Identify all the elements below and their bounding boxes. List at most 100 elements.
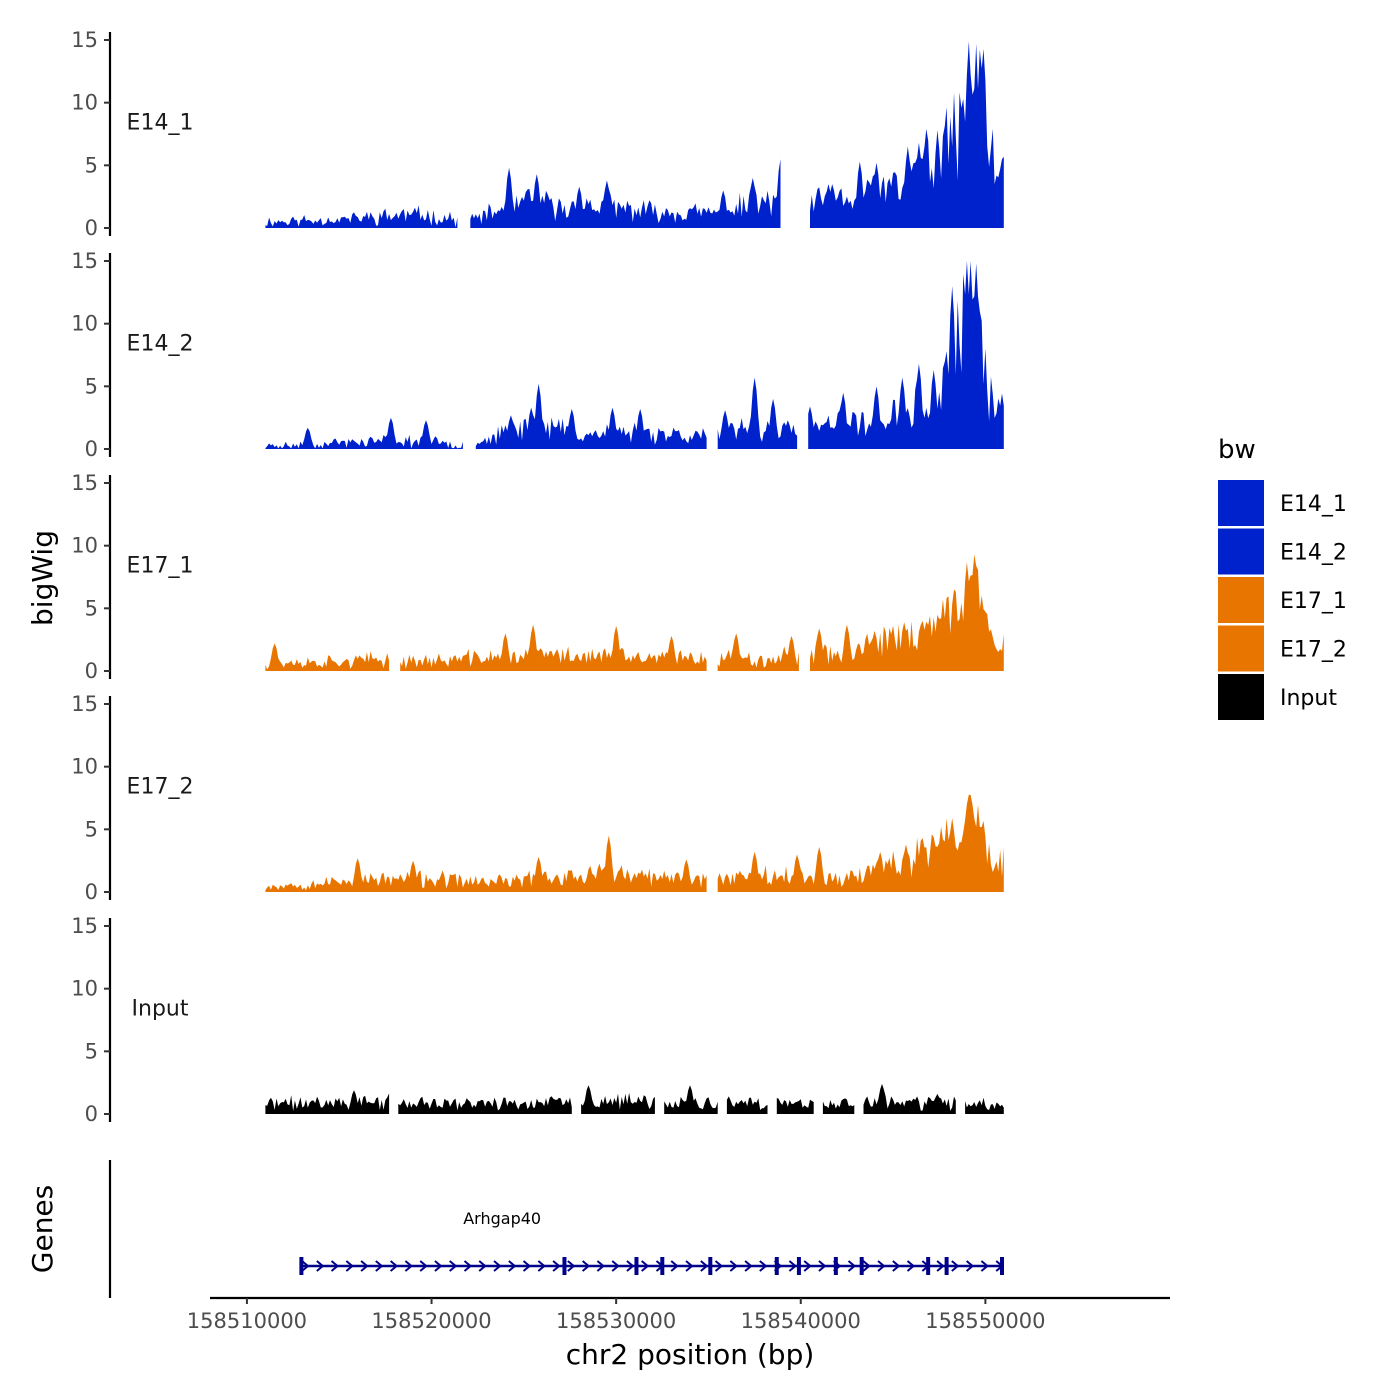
strand-arrow	[906, 1260, 916, 1272]
strand-arrow	[537, 1260, 546, 1272]
strand-arrow	[449, 1260, 458, 1272]
x-tick-label: 158530000	[556, 1309, 676, 1333]
legend-swatch	[1218, 528, 1264, 575]
track-label: Input	[132, 996, 189, 1021]
strand-arrow	[508, 1260, 517, 1272]
strand-arrow	[404, 1260, 413, 1272]
x-axis: chr2 position (bp) 158510000 158520000 158…	[187, 1296, 1170, 1371]
y-tick-label: 5	[85, 153, 98, 177]
strand-arrow	[803, 1260, 812, 1272]
y-tick-label: 15	[71, 249, 98, 273]
track-label: E17_2	[127, 774, 194, 799]
y-tick-label: 10	[71, 755, 98, 779]
track-e14-1: 0 5 10 15 E14_1	[71, 28, 1004, 240]
strand-arrow	[316, 1260, 325, 1272]
strand-arrow	[965, 1260, 975, 1272]
y-tick-label: 15	[71, 914, 98, 938]
strand-arrow	[877, 1260, 886, 1272]
strand-arrow	[552, 1260, 561, 1272]
gene-name-label: Arhgap40	[463, 1209, 541, 1228]
y-tick-label: 15	[71, 28, 98, 52]
track-e17-2: 0 5 10 15 E17_2	[71, 692, 1004, 904]
strand-arrow	[892, 1260, 901, 1272]
coverage-area	[265, 554, 1004, 671]
coverage-area	[265, 794, 1004, 892]
strand-arrow	[951, 1260, 960, 1272]
legend: bw E14_1 E14_2 E17_1 E17_2 Input	[1218, 435, 1347, 720]
exon	[562, 1257, 567, 1275]
coverage-area	[265, 41, 1004, 228]
y-tick-label: 0	[85, 437, 98, 461]
strand-arrow	[345, 1260, 354, 1272]
legend-label: E17_2	[1280, 638, 1347, 663]
legend-label: E14_2	[1280, 541, 1347, 566]
y-tick-label: 0	[85, 659, 98, 683]
strand-arrow	[434, 1260, 443, 1272]
y-tick-label: 5	[85, 374, 98, 398]
strand-arrow	[478, 1260, 487, 1272]
strand-arrow	[360, 1260, 369, 1272]
exon	[833, 1257, 838, 1275]
y-tick-label: 15	[71, 471, 98, 495]
strand-arrow	[641, 1260, 650, 1272]
y-tick-label: 5	[85, 817, 98, 841]
coverage-tracks: 0 5 10 15 E14_1 0 5 10 15 E14_2 0 5 10 15 E17_1 0 5 10 15 E…	[71, 28, 1004, 1126]
exon	[944, 1257, 949, 1275]
y-tick-label: 0	[85, 216, 98, 240]
strand-arrow	[611, 1260, 620, 1272]
track-label: E14_1	[127, 110, 194, 135]
exon	[926, 1257, 931, 1275]
legend-label: E14_1	[1280, 492, 1347, 517]
strand-arrow	[729, 1260, 738, 1272]
y-tick-label: 10	[71, 312, 98, 336]
y-tick-label: 5	[85, 1039, 98, 1063]
legend-label: E17_1	[1280, 589, 1347, 614]
strand-arrow	[463, 1260, 473, 1272]
strand-arrow	[567, 1260, 576, 1272]
track-input: 0 5 10 15 Input	[71, 914, 1004, 1126]
legend-swatch	[1218, 625, 1264, 672]
x-axis-title: chr2 position (bp)	[566, 1338, 815, 1371]
legend-swatch	[1218, 577, 1264, 623]
strand-arrow	[301, 1260, 310, 1272]
track-e17-1: 0 5 10 15 E17_1	[71, 471, 1004, 683]
legend-swatch	[1218, 674, 1264, 720]
x-tick-label: 158540000	[741, 1309, 861, 1333]
legend-swatch	[1218, 480, 1264, 526]
x-tick-label: 158550000	[925, 1309, 1045, 1333]
genes-panel-label: Genes	[26, 1185, 59, 1273]
exon	[796, 1257, 801, 1275]
strand-arrow	[847, 1260, 857, 1272]
track-label: E17_1	[127, 553, 194, 578]
legend-title: bw	[1218, 435, 1256, 465]
strand-arrow	[581, 1260, 591, 1272]
strand-arrow	[389, 1260, 399, 1272]
y-tick-label: 10	[71, 534, 98, 558]
strand-arrow	[375, 1260, 384, 1272]
x-tick-label: 158510000	[187, 1309, 307, 1333]
strand-arrow	[330, 1260, 340, 1272]
strand-arrow	[419, 1260, 428, 1272]
strand-arrow	[670, 1260, 679, 1272]
y-tick-label: 0	[85, 1102, 98, 1126]
strand-arrow	[936, 1260, 945, 1272]
strand-arrow	[493, 1260, 502, 1272]
exon	[859, 1257, 864, 1275]
strand-arrow	[522, 1260, 532, 1272]
track-label: E14_2	[127, 331, 194, 356]
exon	[708, 1257, 713, 1275]
exon	[634, 1257, 639, 1275]
strand-arrow	[862, 1260, 871, 1272]
strand-arrow	[685, 1260, 694, 1272]
strand-arrow	[980, 1260, 989, 1272]
y-tick-label: 0	[85, 880, 98, 904]
y-tick-label: 10	[71, 91, 98, 115]
coverage-area	[265, 261, 1004, 449]
exon	[774, 1257, 779, 1275]
gene-arhgap40: Arhgap40	[299, 1209, 1004, 1275]
exon	[660, 1257, 665, 1275]
track-e14-2: 0 5 10 15 E14_2	[71, 249, 1004, 461]
strand-arrow	[626, 1260, 635, 1272]
strand-arrow	[596, 1260, 605, 1272]
